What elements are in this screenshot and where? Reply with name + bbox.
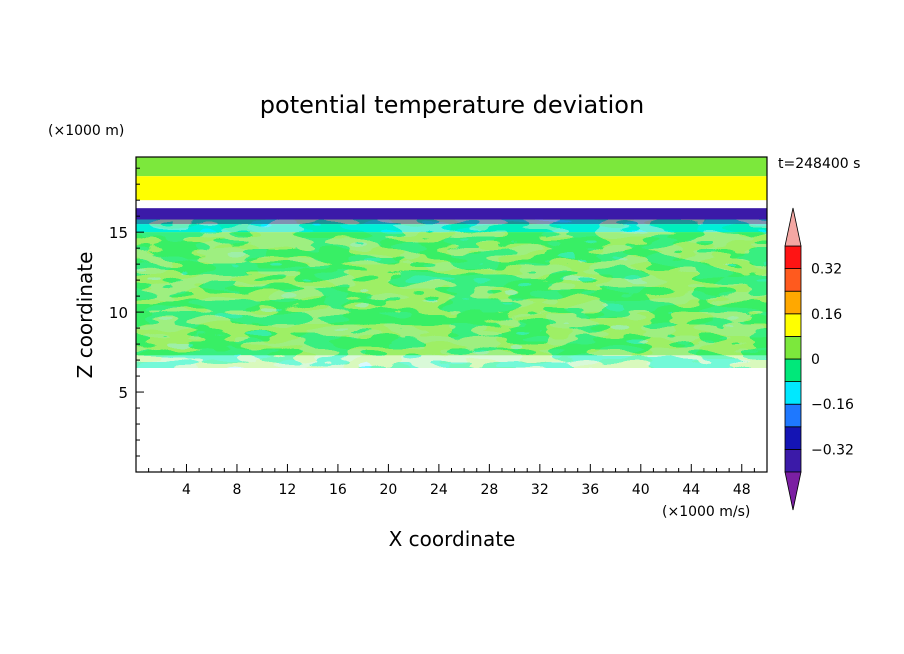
x-tick-label: 28 [480, 482, 498, 498]
field-band-3 [136, 224, 767, 233]
field-band-5 [136, 355, 767, 472]
x-tick-label: 16 [329, 482, 347, 498]
x-tick-label: 20 [379, 482, 397, 498]
chart-title: potential temperature deviation [260, 91, 644, 119]
colorbar-tick-label: 0.16 [811, 307, 842, 323]
colorbar-tick-label: 0 [811, 352, 820, 368]
x-tick-label: 4 [182, 482, 191, 498]
colorbar-segment [784, 358, 802, 383]
field-band-2 [136, 208, 767, 225]
x-tick-label: 8 [232, 482, 241, 498]
colorbar: −0.32 −0.16 0 0.16 0.32 [784, 207, 854, 511]
x-axis-label: X coordinate [389, 527, 516, 551]
y-tick-label: 15 [109, 224, 128, 242]
colorbar-tick-label: 0.32 [811, 262, 842, 278]
colorbar-segment [784, 381, 802, 405]
x-tick-label: 24 [430, 482, 448, 498]
x-tick-label: 40 [632, 482, 650, 498]
colorbar-segment [784, 290, 802, 315]
field-band-0 [136, 157, 767, 177]
time-label: t=248400 s [778, 156, 860, 172]
x-axis: 4 8 12 16 20 24 28 32 36 40 44 48 [148, 464, 755, 498]
x-unit-label: (×1000 m/s) [662, 504, 750, 520]
upper-layer-texture [136, 232, 767, 356]
x-tick-label: 32 [531, 482, 549, 498]
colorbar-segment [784, 403, 802, 428]
colorbar-segment [784, 426, 802, 450]
x-tick-label: 44 [682, 482, 700, 498]
field-band-1 [136, 176, 767, 201]
x-tick-label: 48 [733, 482, 751, 498]
colorbar-segment [784, 335, 802, 360]
y-axis: 5 10 15 [109, 167, 144, 457]
colorbar-segment [784, 268, 802, 292]
colorbar-tick-label: −0.16 [811, 397, 854, 413]
colorbar-over-arrow [784, 207, 802, 247]
contour-field [136, 157, 767, 472]
colorbar-segment [784, 245, 802, 270]
y-tick-label: 10 [109, 304, 128, 322]
colorbar-segment [784, 313, 802, 337]
y-tick-label: 5 [118, 384, 128, 402]
y-unit-label: (×1000 m) [48, 123, 124, 139]
colorbar-tick-label: −0.32 [811, 442, 854, 458]
y-axis-label: Z coordinate [73, 252, 97, 379]
colorbar-under-arrow [784, 471, 802, 511]
x-tick-label: 12 [279, 482, 297, 498]
x-tick-label: 36 [581, 482, 599, 498]
colorbar-segment [784, 448, 802, 473]
